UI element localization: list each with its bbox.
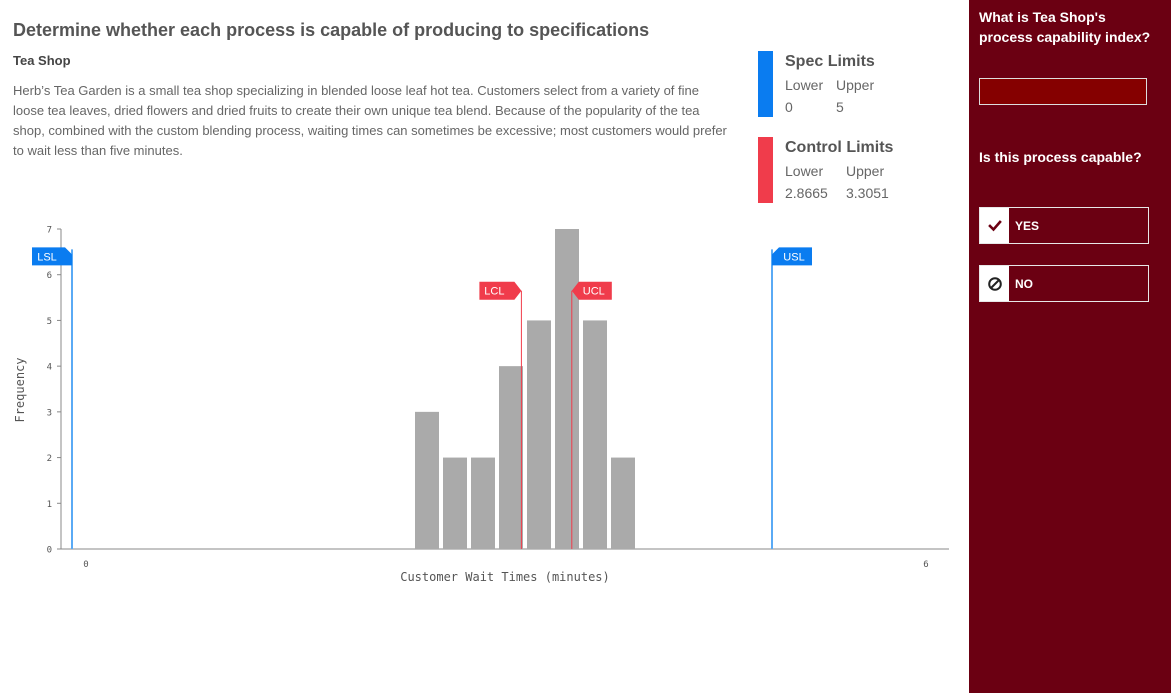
ucl-label: UCL — [583, 286, 605, 298]
control-upper-label: Upper — [846, 163, 885, 179]
y-tick-label: 1 — [47, 500, 52, 510]
histogram-bar — [443, 457, 467, 549]
y-tick-label: 4 — [47, 363, 52, 373]
y-tick-label: 0 — [47, 546, 52, 556]
x-tick-label: 6 — [923, 560, 928, 570]
x-tick-label: 0 — [83, 560, 88, 570]
histogram-bar — [611, 457, 635, 549]
capability-index-input[interactable] — [979, 78, 1147, 105]
y-tick-label: 2 — [47, 454, 52, 464]
y-tick-label: 3 — [47, 408, 52, 418]
y-axis-title: Frequency — [13, 357, 27, 422]
y-tick-label: 5 — [47, 317, 52, 327]
spec-upper-label: Upper — [836, 77, 875, 93]
check-icon — [980, 208, 1009, 243]
page-title: Determine whether each process is capabl… — [13, 20, 650, 40]
control-lower-value: 2.8665 — [785, 185, 828, 201]
histogram-bar — [527, 320, 551, 549]
usl-label: USL — [783, 251, 804, 263]
yes-option[interactable]: YES — [979, 207, 1149, 244]
control-limits-title: Control Limits — [785, 139, 894, 156]
capable-question: Is this process capable? — [979, 149, 1142, 165]
histogram-bar — [555, 229, 579, 549]
spec-limits-color-bar — [758, 51, 773, 117]
capability-index-question: What is Tea Shop's process capability in… — [979, 9, 1151, 45]
no-option[interactable]: NO — [979, 265, 1149, 302]
control-upper-value: 3.3051 — [846, 185, 889, 201]
control-lower-label: Lower — [785, 163, 824, 179]
ban-icon — [980, 266, 1009, 301]
answer-sidebar: What is Tea Shop's process capability in… — [969, 0, 1171, 693]
y-tick-label: 7 — [47, 226, 52, 236]
spec-limits-title: Spec Limits — [785, 53, 875, 70]
yes-option-label: YES — [1015, 219, 1040, 233]
process-description: Herb’s Tea Garden is a small tea shop sp… — [13, 83, 727, 158]
control-limits-color-bar — [758, 137, 773, 203]
histogram-bar — [499, 366, 523, 549]
process-name: Tea Shop — [13, 53, 71, 68]
lsl-label: LSL — [37, 251, 57, 263]
main-panel: Determine whether each process is capabl… — [13, 20, 949, 584]
x-axis-title: Customer Wait Times (minutes) — [400, 570, 610, 584]
spec-lower-label: Lower — [785, 77, 824, 93]
lcl-label: LCL — [484, 286, 504, 298]
spec-upper-value: 5 — [836, 99, 844, 115]
usl-tag — [772, 247, 812, 266]
histogram-bar — [471, 457, 495, 549]
spec-lower-value: 0 — [785, 99, 793, 115]
lcl-tag — [479, 281, 522, 300]
histogram-bar — [415, 411, 439, 549]
histogram-bar — [583, 320, 607, 549]
y-tick-label: 6 — [47, 271, 52, 281]
no-option-label: NO — [1015, 277, 1033, 291]
ucl-tag — [571, 281, 612, 300]
lsl-tag — [32, 247, 72, 266]
wait-time-histogram: 0 1 2 3 4 5 6 7 0 6 Customer Wait Times (minutes) F… — [13, 226, 949, 584]
